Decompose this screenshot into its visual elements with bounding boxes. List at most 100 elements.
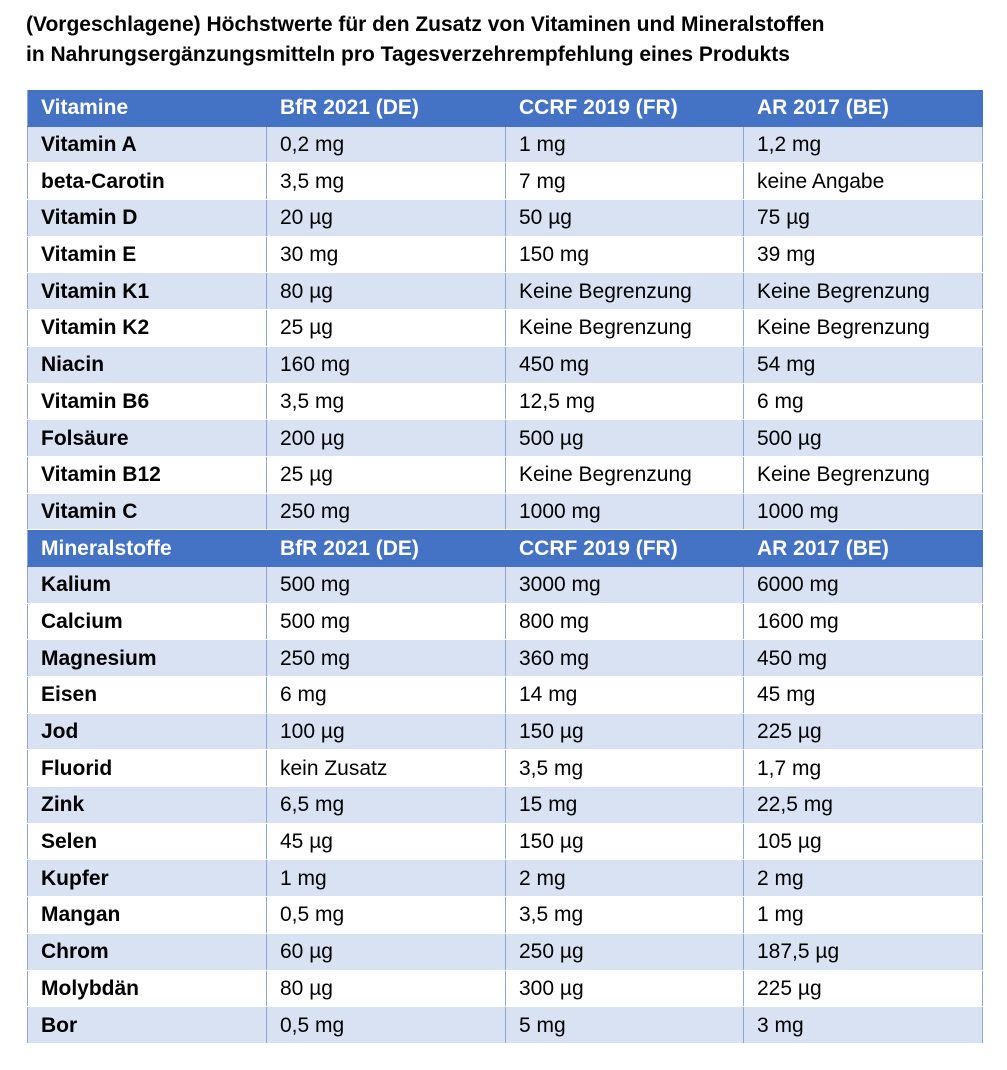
value-cell: 6,5 mg	[266, 786, 506, 824]
table-row: Vitamin K2 25 µg Keine Begrenzung Keine Beg…	[27, 309, 983, 347]
value-cell: 450 mg	[505, 346, 744, 384]
nutrient-name-cell: Eisen	[27, 676, 267, 714]
vitamins-header-cell: AR 2017 (BE)	[743, 90, 983, 127]
minerals-header-cell: BfR 2021 (DE)	[266, 529, 506, 567]
table-row: Kalium 500 mg 3000 mg 6000 mg	[27, 566, 983, 604]
value-cell: 225 µg	[743, 713, 983, 751]
value-cell: 1 mg	[743, 896, 983, 934]
value-cell: 14 mg	[505, 676, 744, 714]
table-row: Jod 100 µg 150 µg 225 µg	[27, 713, 983, 751]
value-cell: 500 µg	[505, 419, 744, 457]
table-row: Zink 6,5 mg 15 mg 22,5 mg	[27, 786, 983, 824]
nutrient-name-cell: Mangan	[27, 896, 267, 934]
value-cell: 450 mg	[743, 639, 983, 677]
value-cell: Keine Begrenzung	[505, 309, 744, 347]
nutrient-name-cell: Selen	[27, 823, 267, 861]
nutrient-name-cell: Vitamin B12	[27, 456, 267, 494]
table-row: Bor 0,5 mg 5 mg 3 mg	[27, 1006, 983, 1044]
value-cell: 150 µg	[505, 823, 744, 861]
value-cell: 45 mg	[743, 676, 983, 714]
table-row: Vitamin A 0,2 mg 1 mg 1,2 mg	[27, 126, 983, 164]
nutrient-name-cell: Vitamin D	[27, 199, 267, 237]
table-row: Kupfer 1 mg 2 mg 2 mg	[27, 859, 983, 898]
value-cell: 225 µg	[743, 970, 983, 1008]
nutrient-name-cell: Vitamin B6	[27, 383, 267, 421]
value-cell: 25 µg	[266, 309, 506, 347]
value-cell: 2 mg	[505, 859, 744, 898]
value-cell: 1 mg	[266, 859, 506, 898]
value-cell: 6 mg	[266, 676, 506, 714]
value-cell: 20 µg	[266, 199, 506, 237]
table-row: Mangan 0,5 mg 3,5 mg 1 mg	[27, 896, 983, 934]
nutrient-name-cell: Folsäure	[27, 419, 267, 457]
value-cell: 80 µg	[266, 272, 506, 311]
table-row: Chrom 60 µg 250 µg 187,5 µg	[27, 933, 983, 971]
nutrient-name-cell: beta-Carotin	[27, 162, 267, 201]
value-cell: 300 µg	[505, 970, 744, 1008]
nutrient-name-cell: Fluorid	[27, 749, 267, 788]
value-cell: 12,5 mg	[505, 383, 744, 421]
value-cell: Keine Begrenzung	[505, 272, 744, 311]
nutrient-name-cell: Vitamin K2	[27, 309, 267, 347]
nutrient-name-cell: Calcium	[27, 603, 267, 641]
value-cell: 100 µg	[266, 713, 506, 751]
value-cell: 45 µg	[266, 823, 506, 861]
value-cell: 150 mg	[505, 236, 744, 274]
value-cell: kein Zusatz	[266, 749, 506, 788]
table-row: Calcium 500 mg 800 mg 1600 mg	[27, 603, 983, 641]
value-cell: 3,5 mg	[505, 749, 744, 788]
table-row: Molybdän 80 µg 300 µg 225 µg	[27, 970, 983, 1008]
value-cell: Keine Begrenzung	[743, 456, 983, 494]
value-cell: 80 µg	[266, 970, 506, 1008]
nutrient-name-cell: Kalium	[27, 566, 267, 604]
vitamins-header-cell: CCRF 2019 (FR)	[505, 90, 744, 127]
value-cell: 15 mg	[505, 786, 744, 824]
table-row: Magnesium 250 mg 360 mg 450 mg	[27, 639, 983, 677]
table-row: Vitamin B6 3,5 mg 12,5 mg 6 mg	[27, 383, 983, 421]
value-cell: 200 µg	[266, 419, 506, 457]
table-row: Vitamin K1 80 µg Keine Begrenzung Keine Beg…	[27, 272, 983, 311]
value-cell: 800 mg	[505, 603, 744, 641]
nutrient-name-cell: Niacin	[27, 346, 267, 384]
value-cell: 6 mg	[743, 383, 983, 421]
minerals-header-cell: AR 2017 (BE)	[743, 529, 983, 567]
page-title: (Vorgeschlagene) Höchstwerte für den Zus…	[26, 10, 986, 70]
nutrient-name-cell: Chrom	[27, 933, 267, 971]
value-cell: 7 mg	[505, 162, 744, 201]
minerals-header-cell: CCRF 2019 (FR)	[505, 529, 744, 567]
nutrient-name-cell: Vitamin K1	[27, 272, 267, 311]
value-cell: 3,5 mg	[505, 896, 744, 934]
value-cell: 500 µg	[743, 419, 983, 457]
value-cell: 30 mg	[266, 236, 506, 274]
value-cell: 105 µg	[743, 823, 983, 861]
value-cell: 1000 mg	[743, 493, 983, 531]
title-line-2: in Nahrungsergänzungsmitteln pro Tagesve…	[26, 43, 790, 66]
nutrient-name-cell: Vitamin C	[27, 493, 267, 531]
nutrient-name-cell: Magnesium	[27, 639, 267, 677]
table-row: Fluorid kein Zusatz 3,5 mg 1,7 mg	[27, 749, 983, 788]
value-cell: 1,2 mg	[743, 126, 983, 164]
value-cell: 3,5 mg	[266, 383, 506, 421]
table-row: Niacin 160 mg 450 mg 54 mg	[27, 346, 983, 384]
value-cell: 187,5 µg	[743, 933, 983, 971]
table-row: Vitamin B12 25 µg Keine Begrenzung Keine Be…	[27, 456, 983, 494]
value-cell: 1 mg	[505, 126, 744, 164]
table-row: Eisen 6 mg 14 mg 45 mg	[27, 676, 983, 714]
value-cell: 50 µg	[505, 199, 744, 237]
title-line-1: (Vorgeschlagene) Höchstwerte für den Zus…	[26, 13, 825, 36]
value-cell: 25 µg	[266, 456, 506, 494]
value-cell: 1,7 mg	[743, 749, 983, 788]
value-cell: 360 mg	[505, 639, 744, 677]
value-cell: Keine Begrenzung	[743, 309, 983, 347]
vitamins-header-row: Vitamine BfR 2021 (DE) CCRF 2019 (FR) AR 20…	[27, 90, 983, 127]
table-body: Vitamine BfR 2021 (DE) CCRF 2019 (FR) AR 20…	[27, 90, 983, 1044]
value-cell: 1000 mg	[505, 493, 744, 531]
value-cell: 500 mg	[266, 603, 506, 641]
value-cell: 500 mg	[266, 566, 506, 604]
table-row: Folsäure 200 µg 500 µg 500 µg	[27, 419, 983, 457]
table-row: Selen 45 µg 150 µg 105 µg	[27, 823, 983, 861]
value-cell: 39 mg	[743, 236, 983, 274]
value-cell: 150 µg	[505, 713, 744, 751]
value-cell: 6000 mg	[743, 566, 983, 604]
table-row: beta-Carotin 3,5 mg 7 mg keine Angabe	[27, 162, 983, 201]
